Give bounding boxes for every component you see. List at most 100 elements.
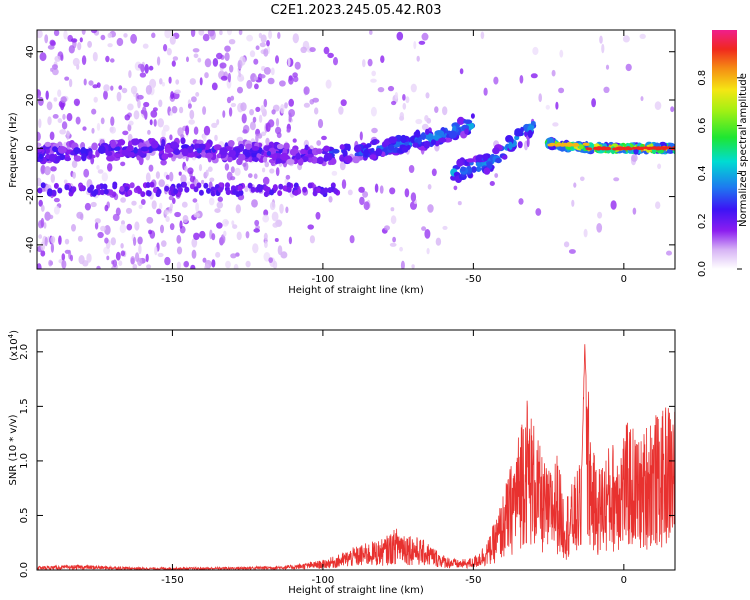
heatmap-cell (89, 184, 95, 191)
heatmap-cell (93, 96, 98, 103)
heatmap-cell (164, 256, 171, 266)
heatmap-cell (245, 260, 251, 268)
heatmap-cell (548, 143, 554, 147)
heatmap-cell (231, 220, 235, 226)
heatmap-cell (202, 33, 210, 42)
heatmap-cell (222, 110, 226, 118)
heatmap-cell (237, 59, 243, 70)
heatmap-cell (363, 201, 370, 211)
heatmap-cell (50, 242, 55, 253)
heatmap-cell (279, 80, 286, 87)
heatmap-cell (44, 147, 51, 155)
heatmap-cell (148, 65, 154, 71)
heatmap-cell (303, 86, 310, 95)
heatmap-cell (230, 253, 237, 259)
heatmap-cell (86, 253, 92, 263)
heatmap-cell (583, 228, 588, 238)
heatmap-cell (204, 72, 209, 79)
heatmap-cell (90, 30, 98, 34)
heatmap-cell (237, 185, 243, 192)
heatmap-cell (238, 72, 242, 78)
heatmap-cell (410, 83, 417, 93)
heatmap-cell (110, 140, 117, 149)
heatmap-cell (571, 199, 575, 207)
snr-xtick-label: -50 (465, 575, 481, 586)
heatmap-cell (164, 185, 170, 192)
heatmap-cell (97, 231, 104, 239)
heatmap-cell (631, 146, 637, 150)
heatmap-cell (60, 54, 64, 61)
heatmap-cell (169, 223, 175, 231)
heatmap-cell (137, 187, 143, 194)
heatmap-cell (413, 41, 417, 50)
heatmap-cell (64, 76, 70, 81)
heatmap-cell (426, 247, 430, 255)
heatmap-cell (63, 179, 68, 184)
heatmap-cell (151, 140, 159, 149)
heatmap-cell (518, 198, 524, 205)
heatmap-cell (241, 113, 247, 124)
heatmap-cell (482, 153, 489, 162)
heatmap-cell (148, 229, 153, 235)
heatmap-cell (53, 30, 60, 37)
heatmap-cell (416, 55, 420, 62)
heatmap-cell (192, 48, 200, 53)
heatmap-cell (191, 96, 197, 103)
heatmap-cell (320, 188, 326, 195)
heatmap-cell (471, 166, 477, 173)
heatmap-cell (83, 168, 90, 178)
heatmap-cell (219, 30, 223, 36)
heatmap-cell (294, 61, 301, 70)
heatmap-cell (269, 189, 275, 196)
heatmap-cell (153, 119, 157, 127)
heatmap-cell (150, 110, 158, 118)
heatmap-cell (82, 126, 87, 131)
colorbar-tick-label: 0.0 (697, 261, 708, 277)
heatmap-cell (417, 136, 422, 145)
heatmap-cell (613, 177, 620, 182)
heatmap-cell (37, 263, 42, 269)
heatmap-cell (193, 232, 200, 240)
heatmap-cell (53, 206, 60, 215)
heatmap-cell (286, 182, 292, 188)
heatmap-cell (622, 35, 630, 43)
heatmap-cell (37, 177, 42, 187)
heatmap-cell (159, 202, 163, 210)
heatmap-cell (57, 146, 67, 154)
heatmap-cell (190, 264, 196, 269)
heatmap-cell (75, 116, 81, 125)
heatmap-cell (59, 129, 67, 135)
heatmap-cell (39, 52, 47, 62)
heatmap-cell (341, 179, 347, 190)
heatmap-cell (300, 46, 308, 53)
heatmap-cell (93, 189, 99, 195)
heatmap-cell (179, 106, 184, 114)
heatmap-cell (338, 106, 344, 115)
heatmap-cell (130, 138, 140, 146)
heatmap-cell (44, 211, 51, 221)
heatmap-cell (217, 196, 223, 203)
heatmap-cell (48, 259, 53, 267)
heatmap-cell (71, 160, 78, 169)
heatmap-cell (253, 58, 259, 65)
heatmap-cell (189, 78, 196, 85)
heatmap-cell (262, 156, 268, 163)
heatmap-cell (126, 144, 134, 152)
heatmap-cell (430, 139, 436, 146)
heatmap-cell (501, 155, 508, 160)
heatmap-cell (121, 87, 128, 94)
snr-series-line (37, 344, 675, 570)
heatmap-cell (46, 101, 53, 111)
heatmap-cell (198, 143, 206, 149)
colorbar-tick-label: 0.8 (697, 70, 708, 86)
heatmap-cell (96, 265, 101, 269)
spectrogram-axes: -150 -100 -50 0 -40 -20 0 20 40 (25, 30, 675, 285)
heatmap-cell (333, 57, 338, 66)
heatmap-cell (226, 96, 232, 104)
heatmap-cell (215, 251, 221, 258)
heatmap-cell (87, 40, 92, 48)
heatmap-cell (247, 182, 253, 189)
heatmap-cell (316, 187, 321, 194)
heatmap-cell (389, 242, 397, 247)
